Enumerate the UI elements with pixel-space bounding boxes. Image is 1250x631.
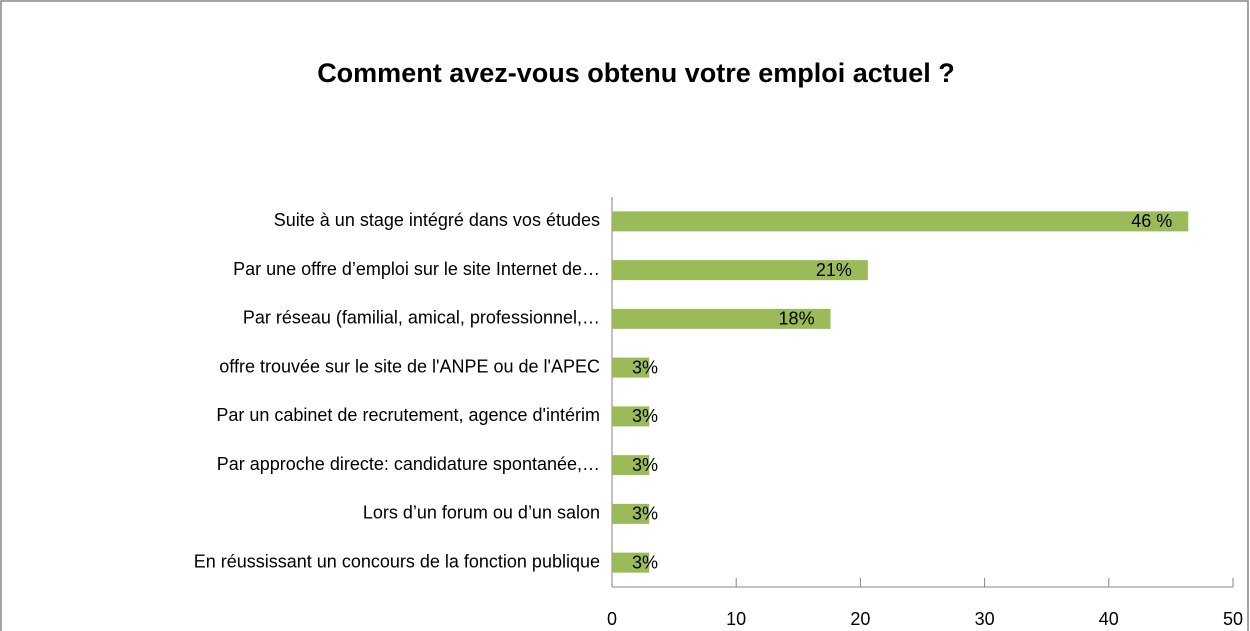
x-tick-label: 20 bbox=[850, 609, 870, 629]
y-tick-label: Par réseau (familial, amical, profession… bbox=[243, 308, 600, 328]
bar bbox=[612, 308, 831, 329]
bar bbox=[612, 455, 650, 476]
data-label: 3% bbox=[632, 357, 658, 377]
x-tick-label: 10 bbox=[726, 609, 746, 629]
data-label: 18% bbox=[779, 309, 815, 329]
chart-title: Comment avez-vous obtenu votre emploi ac… bbox=[317, 58, 955, 88]
data-label: 3% bbox=[632, 504, 658, 524]
x-tick-label: 30 bbox=[975, 609, 995, 629]
bar bbox=[612, 211, 1189, 232]
y-tick-label: En réussissant un concours de la fonctio… bbox=[194, 551, 600, 571]
x-tick-label: 40 bbox=[1099, 609, 1119, 629]
y-tick-label: Par un cabinet de recrutement, agence d'… bbox=[216, 405, 600, 425]
bar bbox=[612, 503, 650, 524]
data-label: 21% bbox=[816, 260, 852, 280]
y-tick-label: Lors d’un forum ou d’un salon bbox=[363, 503, 600, 523]
bar bbox=[612, 406, 650, 427]
bar bbox=[612, 552, 650, 573]
data-label: 3% bbox=[632, 455, 658, 475]
data-label: 46 % bbox=[1131, 211, 1172, 231]
data-label: 3% bbox=[632, 552, 658, 572]
data-label: 3% bbox=[632, 406, 658, 426]
y-tick-label: Par une offre d’emploi sur le site Inter… bbox=[233, 259, 600, 279]
x-tick-label: 0 bbox=[607, 609, 617, 629]
y-tick-label: Suite à un stage intégré dans vos études bbox=[274, 210, 600, 230]
x-tick-label: 50 bbox=[1223, 609, 1243, 629]
y-tick-label: offre trouvée sur le site de l'ANPE ou d… bbox=[219, 356, 600, 376]
y-tick-label: Par approche directe: candidature sponta… bbox=[217, 454, 600, 474]
bar bbox=[612, 260, 868, 281]
bar bbox=[612, 357, 650, 378]
